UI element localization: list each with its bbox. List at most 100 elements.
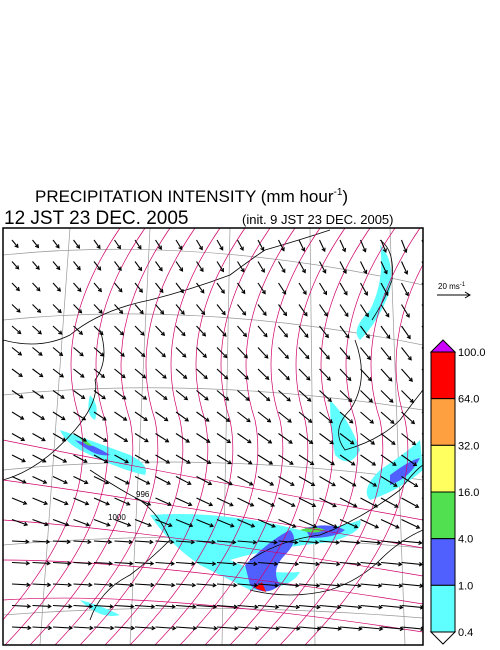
wind-arrow-head bbox=[130, 625, 136, 631]
wind-arrow-head bbox=[179, 267, 184, 272]
wind-arrow bbox=[114, 583, 134, 586]
wind-arrow-head bbox=[301, 269, 306, 274]
wind-arrow bbox=[237, 304, 246, 316]
wind-arrow bbox=[134, 304, 144, 314]
wind-arrow bbox=[319, 304, 328, 317]
wind-arrow bbox=[380, 497, 399, 508]
wind-arrow bbox=[380, 368, 393, 382]
wind-arrow bbox=[155, 261, 163, 271]
wind-arrow-head bbox=[204, 396, 209, 401]
wind-arrow bbox=[216, 325, 227, 337]
wind-arrow bbox=[114, 411, 127, 421]
wind-arrow-head bbox=[81, 416, 87, 421]
lat-line bbox=[3, 387, 423, 411]
wind-arrow-head bbox=[186, 459, 191, 464]
wind-arrow-head bbox=[78, 330, 84, 335]
wind-arrow bbox=[52, 347, 63, 356]
wind-arrow bbox=[216, 347, 228, 358]
colorbar-label: 32.0 bbox=[458, 440, 479, 452]
wind-arrow bbox=[134, 518, 152, 527]
wind-arrow-head bbox=[254, 626, 260, 631]
wind-arrow bbox=[216, 540, 236, 543]
wind-arrow-head bbox=[150, 604, 156, 609]
wind-arrow bbox=[319, 325, 329, 338]
wind-arrow-head bbox=[79, 352, 84, 357]
wind-arrow-head bbox=[412, 462, 418, 467]
wind-arrow-head bbox=[43, 500, 49, 506]
wind-arrow-head bbox=[389, 398, 394, 403]
wind-arrow-head bbox=[341, 247, 347, 253]
wind-arrow bbox=[11, 518, 28, 526]
wind-arrow-head bbox=[15, 286, 20, 292]
wind-arrow bbox=[155, 304, 164, 315]
wind-arrow-head bbox=[377, 561, 382, 567]
wind-arrow-head bbox=[80, 394, 86, 400]
wind-arrow bbox=[216, 239, 224, 251]
wind-arrow-head bbox=[270, 502, 276, 507]
wind-arrow bbox=[175, 325, 186, 336]
wind-arrow-head bbox=[100, 373, 106, 378]
wind-arrow-head bbox=[172, 625, 177, 631]
wind-arrow bbox=[278, 497, 295, 507]
wind-arrow-head bbox=[268, 460, 274, 465]
wind-arrow-head bbox=[393, 482, 398, 487]
wind-field bbox=[11, 239, 423, 632]
wind-arrow-head bbox=[171, 604, 177, 609]
wind-arrow bbox=[114, 604, 134, 608]
wind-arrow-head bbox=[184, 417, 190, 422]
wind-arrow bbox=[134, 583, 154, 586]
colorbar: 100.0 64.0 32.0 16.0 4.0 1.0 0.4 bbox=[429, 339, 486, 645]
wind-arrow-head bbox=[118, 288, 123, 293]
wind-arrow-head bbox=[200, 289, 205, 294]
wind-arrow bbox=[175, 540, 195, 543]
wind-arrow bbox=[196, 304, 205, 315]
wind-arrow-head bbox=[240, 268, 245, 273]
wind-arrow-head bbox=[201, 310, 206, 316]
wind-arrow bbox=[11, 626, 31, 629]
wind-arrow bbox=[11, 304, 21, 313]
wind-arrow bbox=[32, 239, 39, 248]
wind-arrow-head bbox=[261, 290, 266, 295]
wind-arrow-head bbox=[248, 460, 253, 465]
wind-arrow-head bbox=[101, 395, 106, 400]
wind-arrow bbox=[380, 540, 402, 544]
wind-arrow bbox=[237, 411, 251, 422]
wind-arrow-head bbox=[116, 244, 121, 250]
wind-arrow-head bbox=[119, 309, 124, 315]
wind-arrow-head bbox=[82, 437, 87, 442]
wind-arrow-head bbox=[180, 310, 185, 315]
wind-arrow bbox=[32, 304, 41, 313]
wind-arrow bbox=[216, 368, 228, 380]
wind-arrow-head bbox=[249, 502, 255, 507]
wind-arrow-head bbox=[45, 539, 51, 545]
wind-arrow-head bbox=[351, 461, 356, 466]
wind-arrow bbox=[52, 390, 65, 399]
wind-arrow bbox=[93, 454, 108, 463]
wind-arrow bbox=[360, 433, 375, 445]
wind-arrow-head bbox=[182, 353, 187, 358]
wind-arrow-head bbox=[205, 417, 210, 422]
wind-arrow-head bbox=[408, 377, 413, 382]
colorbar-segment bbox=[430, 491, 456, 540]
wind-arrow bbox=[360, 304, 369, 317]
wind-arrow bbox=[11, 604, 31, 607]
wind-arrow-head bbox=[106, 522, 111, 527]
wind-arrow-head bbox=[96, 244, 101, 250]
wind-arrow bbox=[52, 626, 73, 629]
wind-arrow bbox=[278, 239, 285, 251]
wind-arrow-head bbox=[413, 483, 419, 487]
wind-arrow bbox=[237, 368, 249, 380]
wind-arrow-head bbox=[151, 625, 156, 631]
wind-arrow bbox=[339, 261, 347, 274]
wind-arrow-head bbox=[296, 626, 301, 631]
wind-arrow-head bbox=[89, 625, 94, 631]
wind-arrow bbox=[216, 626, 238, 630]
wind-arrow bbox=[380, 626, 404, 630]
wind-arrow-head bbox=[67, 561, 72, 566]
wind-arrow-head bbox=[36, 308, 42, 314]
wind-arrow bbox=[278, 604, 300, 608]
wind-arrow-head bbox=[316, 626, 322, 631]
wind-arrow-head bbox=[47, 604, 52, 609]
wind-arrow-head bbox=[224, 396, 230, 401]
wind-arrow bbox=[134, 368, 146, 379]
